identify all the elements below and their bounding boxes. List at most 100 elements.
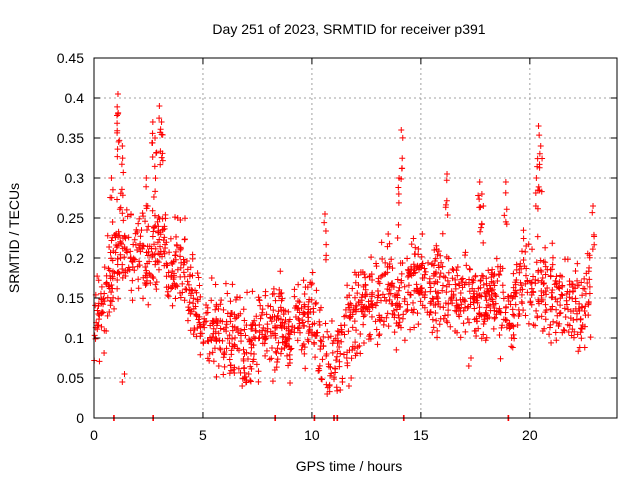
data-point <box>384 285 391 292</box>
data-point <box>220 326 227 333</box>
data-point <box>574 331 581 338</box>
data-point <box>315 365 322 372</box>
data-point <box>422 288 429 295</box>
data-point <box>201 318 208 325</box>
data-point <box>210 330 217 337</box>
data-point <box>285 362 292 369</box>
data-point <box>590 231 597 238</box>
data-point <box>316 318 323 325</box>
data-point <box>108 237 115 244</box>
data-point <box>560 326 567 333</box>
data-point <box>212 306 219 313</box>
data-point <box>153 286 160 293</box>
data-point <box>374 299 381 306</box>
data-point <box>530 273 537 280</box>
data-point <box>274 345 281 352</box>
data-point <box>143 267 150 274</box>
data-point <box>524 289 531 296</box>
data-point <box>159 150 166 157</box>
data-point <box>327 364 334 371</box>
data-point <box>373 326 380 333</box>
data-point <box>228 347 235 354</box>
data-point <box>187 327 194 334</box>
data-point <box>450 267 457 274</box>
data-point <box>320 343 327 350</box>
data-point <box>203 318 210 325</box>
data-point <box>366 273 373 280</box>
data-point <box>117 190 124 197</box>
data-point <box>249 326 256 333</box>
data-point <box>388 256 395 263</box>
data-point <box>103 328 110 335</box>
y-axis-label: SRMTID / TECUs <box>6 183 22 293</box>
data-point <box>385 323 392 330</box>
data-point <box>396 284 403 291</box>
data-point <box>310 339 317 346</box>
data-point <box>160 237 167 244</box>
data-point <box>156 236 163 243</box>
data-point <box>448 288 455 295</box>
data-point <box>552 329 559 336</box>
data-point <box>407 292 414 299</box>
data-point <box>143 183 150 190</box>
data-point <box>120 169 127 176</box>
data-point <box>516 263 523 270</box>
data-point <box>173 233 180 240</box>
data-point <box>228 310 235 317</box>
data-point <box>274 356 281 363</box>
data-point <box>535 268 542 275</box>
data-point <box>582 303 589 310</box>
data-point <box>125 264 132 271</box>
data-point <box>300 277 307 284</box>
data-point <box>542 271 549 278</box>
data-point <box>381 294 388 301</box>
data-point <box>282 338 289 345</box>
data-point <box>114 127 121 134</box>
data-point <box>241 326 248 333</box>
data-point <box>278 322 285 329</box>
data-point <box>517 260 524 267</box>
data-point <box>305 328 312 335</box>
data-point <box>338 329 345 336</box>
data-point <box>284 335 291 342</box>
data-point <box>305 306 312 313</box>
data-point <box>492 300 499 307</box>
data-point <box>496 332 503 339</box>
data-point <box>549 240 556 247</box>
data-point <box>226 370 233 377</box>
data-point <box>445 255 452 262</box>
data-point <box>152 261 159 268</box>
data-point <box>538 188 545 195</box>
data-point <box>190 331 197 338</box>
data-point <box>507 293 514 300</box>
data-point <box>95 277 102 284</box>
data-point <box>390 307 397 314</box>
data-point <box>510 270 517 277</box>
data-point <box>559 282 566 289</box>
data-point <box>242 373 249 380</box>
data-point <box>589 246 596 253</box>
data-point <box>147 279 154 286</box>
data-point <box>533 307 540 314</box>
data-point <box>234 293 241 300</box>
data-point <box>483 297 490 304</box>
data-point <box>410 270 417 277</box>
data-point <box>108 289 115 296</box>
data-point <box>432 258 439 265</box>
data-point <box>253 361 260 368</box>
data-point <box>557 272 564 279</box>
data-point <box>471 328 478 335</box>
data-point <box>150 228 157 235</box>
data-point <box>288 326 295 333</box>
data-point <box>575 348 582 355</box>
data-point <box>506 320 513 327</box>
data-point <box>446 281 453 288</box>
data-point <box>405 282 412 289</box>
data-point <box>434 327 441 334</box>
data-point <box>502 179 509 185</box>
data-point <box>318 375 325 382</box>
data-point <box>137 248 144 255</box>
data-point <box>165 293 172 300</box>
data-point <box>213 318 220 325</box>
data-point <box>542 244 549 251</box>
